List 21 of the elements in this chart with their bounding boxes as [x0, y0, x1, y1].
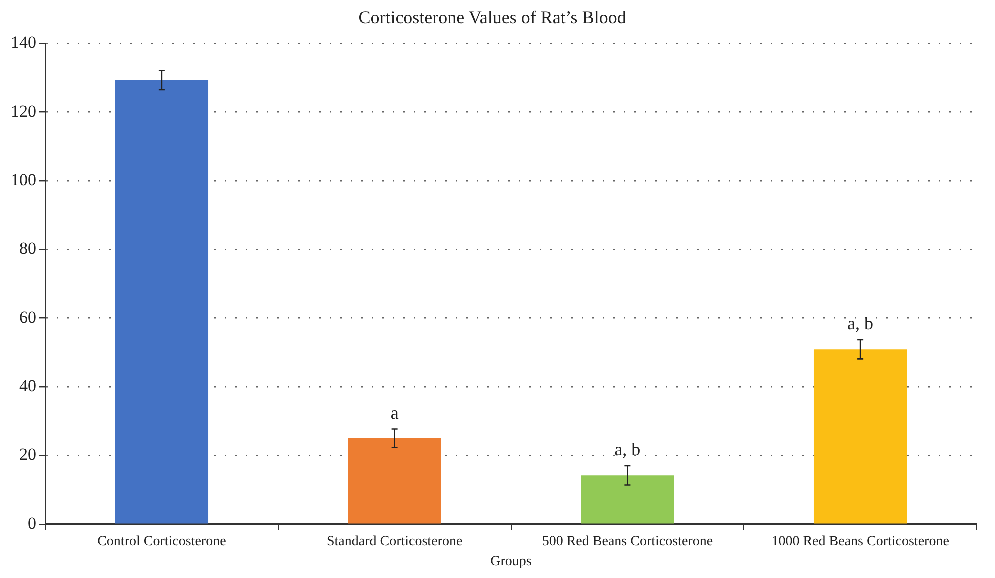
x-tick-label: 1000 Red Beans Corticosterone: [772, 534, 950, 550]
y-tick-label: 140: [11, 33, 36, 52]
chart-title: Corticosterone Values of Rat’s Blood: [358, 8, 626, 28]
annotation: a, b: [614, 439, 641, 460]
y-tick-label: 60: [20, 308, 36, 327]
y-tick-label: 80: [20, 239, 36, 258]
y-tick-label: 0: [28, 514, 36, 533]
x-tick-label: 500 Red Beans Corticosterone: [542, 534, 714, 550]
y-tick-label: 120: [11, 102, 36, 121]
y-tick-label: 100: [11, 170, 36, 190]
bar: [348, 438, 442, 524]
y-tick-label: 40: [20, 376, 36, 396]
bar: [581, 476, 674, 524]
x-tick-label: Control Corticosterone: [98, 534, 226, 550]
annotation: a: [390, 402, 399, 423]
x-tick-label: Standard Corticosterone: [326, 534, 463, 550]
x-axis-title: Groups: [490, 554, 532, 570]
y-tick-label: 20: [20, 445, 36, 464]
annotation: a, b: [848, 314, 874, 334]
bar: [115, 80, 209, 524]
bar: [814, 350, 908, 524]
